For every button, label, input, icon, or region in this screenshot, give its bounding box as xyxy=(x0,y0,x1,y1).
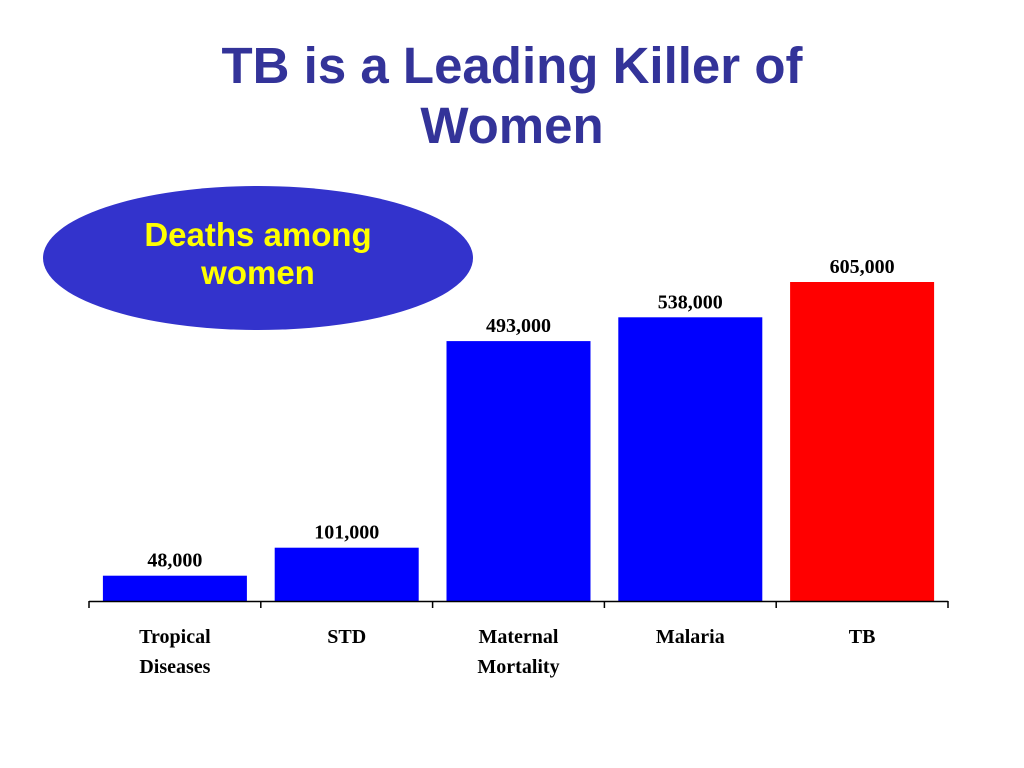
category-labels-group: Tropical Diseases STD Maternal Mortality Mala… xyxy=(139,626,875,678)
category-label-1-line-0: STD xyxy=(327,626,366,648)
bar-4 xyxy=(790,282,935,601)
value-label-0: 48,000 xyxy=(147,550,202,572)
value-label-4: 605,000 xyxy=(830,256,895,278)
x-axis xyxy=(88,600,949,608)
bars-group xyxy=(102,282,935,601)
category-label-0-line-0: Tropical xyxy=(139,626,211,648)
category-label-3-line-0: Malaria xyxy=(656,626,725,648)
slide-title: TB is a Leading Killer of Women xyxy=(0,36,1024,156)
callout-line-1: Deaths among xyxy=(144,216,372,253)
value-label-2: 493,000 xyxy=(486,315,551,337)
callout-text: Deaths among women xyxy=(43,216,473,292)
category-label-2-line-0: Maternal xyxy=(479,626,559,648)
bar-2 xyxy=(446,341,591,601)
value-label-1: 101,000 xyxy=(314,522,379,544)
bar-0 xyxy=(102,575,247,601)
category-label-0-line-1: Diseases xyxy=(139,656,210,678)
category-label-2-line-1: Mortality xyxy=(477,656,559,678)
bar-3 xyxy=(618,317,763,601)
value-label-3: 538,000 xyxy=(658,291,723,313)
value-labels-group: 48,000 101,000 493,000 538,000 605,000 xyxy=(147,256,894,572)
bar-1 xyxy=(274,547,419,601)
category-label-4-line-0: TB xyxy=(849,626,876,648)
callout-line-2: women xyxy=(201,254,315,291)
slide-title-line-2: Women xyxy=(420,97,604,154)
slide-title-line-1: TB is a Leading Killer of xyxy=(221,37,803,94)
callout-ellipse: Deaths among women xyxy=(43,186,473,330)
